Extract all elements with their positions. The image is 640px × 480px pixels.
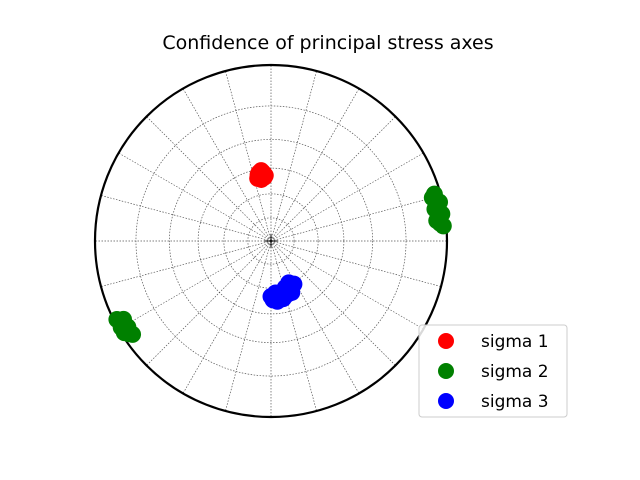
- legend-label: sigma 1: [481, 332, 549, 352]
- legend-marker: [438, 333, 454, 349]
- grid-spoke: [270, 240, 396, 366]
- grid-spoke: [270, 240, 424, 330]
- grid-spoke: [270, 116, 396, 242]
- grid-spoke: [182, 240, 272, 394]
- grid-spoke: [100, 240, 272, 287]
- data-point: [251, 165, 269, 183]
- legend: sigma 1 sigma 2 sigma 3: [418, 324, 568, 418]
- grid-circle: [169, 139, 373, 343]
- grid-spoke: [270, 152, 424, 242]
- data-point: [124, 325, 142, 343]
- legend-marker: [438, 363, 454, 379]
- center-cross: [264, 234, 278, 248]
- grid-spoke: [270, 240, 442, 287]
- data-point: [280, 274, 298, 292]
- grid-spoke: [182, 88, 272, 242]
- legend-label: sigma 2: [481, 362, 549, 382]
- grid-spoke: [100, 195, 272, 242]
- data-point: [115, 310, 133, 328]
- stereonet-grid: [95, 65, 447, 417]
- series-sigma-1: [249, 162, 274, 188]
- grid-spoke: [118, 240, 272, 330]
- grid-spoke: [270, 195, 442, 242]
- legend-marker: [438, 393, 454, 409]
- grid-circle: [223, 193, 319, 289]
- grid-spoke: [270, 70, 317, 242]
- legend-frame: [418, 324, 568, 418]
- grid-spoke: [225, 240, 272, 412]
- data-point: [434, 217, 452, 235]
- grid-spoke: [146, 240, 272, 366]
- data-points: [108, 162, 452, 343]
- series-sigma-2: [108, 185, 452, 343]
- grid-spoke: [118, 152, 272, 242]
- grid-circle: [247, 217, 295, 265]
- primitive-circle: [93, 63, 449, 419]
- grid-spoke: [225, 70, 272, 242]
- legend-label: sigma 3: [481, 392, 549, 412]
- grid-spoke: [270, 88, 360, 242]
- grid-spoke: [270, 240, 360, 394]
- grid-spoke: [146, 116, 272, 242]
- chart-title: Confidence of principal stress axes: [162, 32, 493, 54]
- grid-spoke: [270, 240, 317, 412]
- series-sigma-3: [262, 274, 303, 310]
